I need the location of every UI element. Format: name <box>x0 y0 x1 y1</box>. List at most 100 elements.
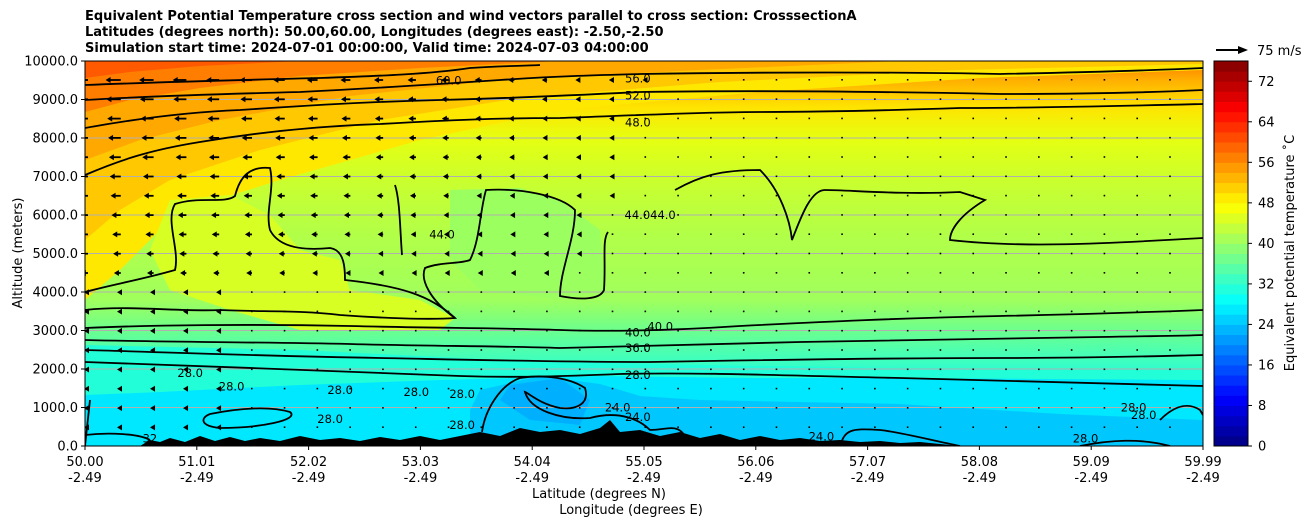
wind-arrow <box>972 252 975 255</box>
wind-arrow <box>808 407 811 409</box>
wind-arrow <box>644 272 647 274</box>
wind-arrow <box>1169 329 1171 332</box>
wind-arrow <box>611 310 614 313</box>
wind-arrow <box>874 98 876 100</box>
wind-arrow <box>608 77 614 83</box>
colorbar-tick-label: 16 <box>1258 358 1275 373</box>
cool-band-24 <box>470 376 1203 446</box>
wind-arrow <box>377 212 384 219</box>
wind-arrow <box>742 98 745 100</box>
contour-36 <box>85 334 1203 349</box>
wind-arrow <box>939 291 942 293</box>
wind-arrow <box>1005 329 1007 332</box>
colorbar-band <box>1214 344 1248 356</box>
wind-arrow <box>108 134 121 141</box>
wind-arrow <box>775 214 778 216</box>
wind-arrow <box>349 368 351 371</box>
wind-arrow <box>382 329 384 332</box>
wind-arrow <box>283 329 286 332</box>
warm-region-60 <box>85 61 560 112</box>
wind-arrow <box>414 407 417 409</box>
contour-label: 24.0 <box>605 401 631 415</box>
wind-arrow <box>480 291 483 293</box>
wind-arrow <box>575 77 581 83</box>
wind-arrow <box>344 231 351 238</box>
wind-arrow <box>742 175 745 178</box>
wind-arrow <box>939 136 942 139</box>
colorbar-band <box>1214 233 1248 244</box>
x-tick-label-lon: -2.49 <box>180 471 214 486</box>
wind-arrow <box>510 212 516 219</box>
wind-arrow <box>1038 117 1040 120</box>
wind-arrow <box>874 175 876 178</box>
wind-arrow <box>109 173 121 180</box>
wind-arrow <box>972 291 975 293</box>
wind-arrow <box>316 329 319 332</box>
wind-arrow <box>874 233 876 235</box>
colorbar-tick-label: 56 <box>1258 156 1275 171</box>
wind-arrow <box>742 291 745 293</box>
wind-arrow <box>306 77 318 83</box>
wind-arrow <box>939 156 942 158</box>
wind-arrow <box>150 424 156 431</box>
wind-arrow <box>444 250 450 257</box>
y-tick-label: 3000.0 <box>33 324 79 339</box>
colorbar-band <box>1214 91 1248 103</box>
wind-arrow <box>841 291 843 293</box>
wind-arrow <box>808 426 811 428</box>
contour-label: 28.0 <box>219 379 245 393</box>
wind-arrow <box>939 117 942 120</box>
warm-region-64 <box>85 61 300 78</box>
wind-arrow <box>710 79 712 81</box>
wind-arrow <box>1103 233 1106 235</box>
wind-arrow <box>1103 252 1106 255</box>
wind-arrow <box>1136 194 1139 197</box>
wind-arrow <box>85 385 89 392</box>
wind-arrow <box>742 407 745 409</box>
wind-arrow <box>710 214 712 216</box>
contour-label: 24.0 <box>625 410 651 424</box>
wind-arrow <box>180 270 187 276</box>
wind-arrow <box>177 192 187 199</box>
wind-arrow <box>1070 156 1073 158</box>
wind-arrow <box>408 115 416 122</box>
wind-arrow <box>677 426 679 428</box>
x-tick-label-lat: 51.01 <box>178 455 215 470</box>
wind-arrow <box>1103 156 1106 158</box>
wind-arrow <box>342 173 351 180</box>
wind-arrow <box>1038 407 1040 409</box>
wind-arrow <box>1136 310 1139 313</box>
wind-arrow <box>250 310 253 313</box>
wind-arrow <box>139 77 154 83</box>
wind-arrow <box>775 117 778 120</box>
wind-arrow <box>906 349 909 351</box>
wind-arrow <box>382 426 384 428</box>
wind-arrow <box>1005 136 1007 139</box>
wind-arrow <box>273 96 285 103</box>
wind-arrow <box>1005 310 1007 313</box>
wind-arrow <box>644 368 647 371</box>
contour-label: 28.0 <box>1121 401 1147 415</box>
wind-arrow <box>742 329 745 332</box>
wind-arrow <box>939 407 942 409</box>
wind-arrow <box>841 136 843 139</box>
wind-arrow <box>1038 233 1040 235</box>
wind-arrow <box>474 77 482 83</box>
wind-arrow <box>1136 98 1139 100</box>
wind-arrow <box>283 387 286 390</box>
wind-arrow <box>349 291 351 293</box>
wind-arrow <box>111 212 121 219</box>
wind-arrow <box>140 115 154 122</box>
contour-label: 28.0 <box>1073 431 1099 445</box>
wind-arrow <box>476 173 482 180</box>
wind-arrow <box>578 272 581 274</box>
y-tick-label: 8000.0 <box>33 132 79 147</box>
wind-arrow <box>85 175 88 178</box>
wind-arrow <box>1169 117 1171 120</box>
wind-arrow <box>310 212 318 219</box>
wind-arrow <box>308 134 318 141</box>
wind-arrow <box>444 270 450 276</box>
wind-arrow <box>710 175 712 178</box>
wind-arrow <box>382 387 384 390</box>
wind-vectors <box>85 77 1171 431</box>
